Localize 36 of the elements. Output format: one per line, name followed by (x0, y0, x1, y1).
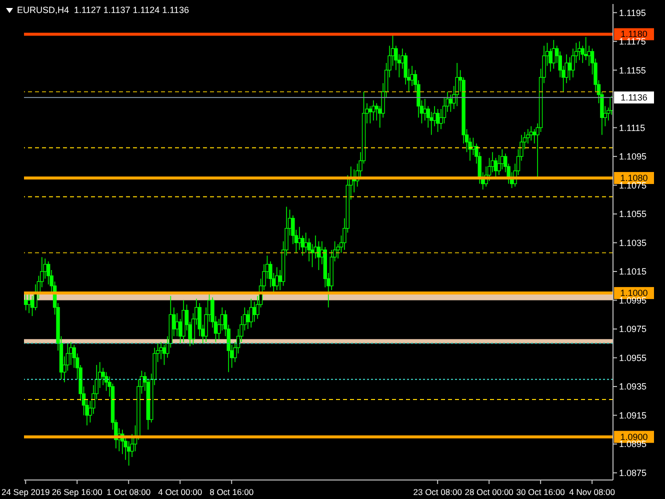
ref-line-label: 1.1080 (620, 173, 648, 184)
y-tick-label: 1.0935 (619, 382, 647, 392)
candlestick (423, 98, 427, 121)
x-tick-label: 4 Oct 00:00 (158, 487, 202, 497)
candlestick (175, 312, 179, 337)
x-tick-label: 23 Oct 08:00 (413, 487, 462, 497)
y-tick-label: 1.1195 (619, 8, 646, 18)
x-tick-label: 4 Nov 08:00 (569, 487, 616, 497)
candlestick (27, 294, 31, 314)
x-tick-label: 30 Oct 16:00 (516, 487, 566, 497)
x-tick-label: 26 Sep 16:00 (52, 487, 103, 497)
y-tick-label: 1.0915 (619, 410, 647, 420)
ref-line-label: 1.1180 (620, 29, 648, 40)
x-tick-label: 8 Oct 16:00 (210, 487, 254, 497)
y-tick-label: 1.0975 (619, 324, 647, 334)
ref-line-label: 1.1000 (620, 288, 648, 298)
y-tick-label: 1.1155 (619, 65, 646, 76)
candlestick (159, 342, 163, 360)
y-tick-label: 1.1015 (619, 266, 647, 277)
candlestick (298, 226, 302, 250)
x-tick-label: 1 Oct 08:00 (106, 487, 151, 497)
y-tick-label: 1.1055 (619, 209, 647, 220)
chart-title: EURUSD,H4 1.1127 1.1137 1.1124 1.1136 (17, 5, 189, 15)
ref-line-label: 1.0900 (620, 432, 648, 442)
y-tick-label: 1.0875 (619, 468, 647, 478)
y-tick-label: 1.1095 (619, 152, 647, 162)
candlestick (578, 40, 582, 60)
y-tick-label: 1.1035 (619, 238, 647, 248)
x-tick-label: 28 Oct 00:00 (464, 487, 514, 497)
candlestick (552, 40, 556, 70)
ref-line-label: 1.1136 (620, 92, 648, 102)
x-tick-label: 24 Sep 2019 (2, 487, 50, 497)
candlestick (246, 310, 250, 330)
y-tick-label: 1.0955 (619, 352, 647, 363)
candlestick (372, 100, 376, 121)
y-tick-label: 1.1115 (619, 122, 646, 133)
